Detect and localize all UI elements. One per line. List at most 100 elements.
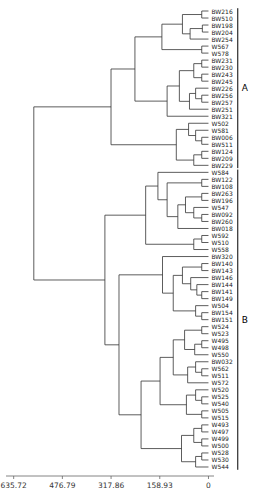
merge-link [196,130,209,141]
merge-link [182,435,196,461]
leaf-label: BW216 [211,8,232,15]
merge-link [202,137,209,144]
merge-link [194,155,209,166]
leaf-label: BW198 [211,22,232,29]
leaf-label: BW231 [211,57,232,64]
leaf-label: W525 [211,393,229,400]
leaf-labels: BW216BW510BW198BW204BW254W567W578BW231BW… [211,8,232,471]
group-label: B [242,315,248,325]
leaf-label: BW144 [211,281,232,288]
merge-link [202,411,209,418]
merge-link [202,11,209,18]
leaf-label: BW257 [211,99,232,106]
merge-link [173,275,195,311]
merge-link [178,205,209,229]
leaf-label: BW146 [211,274,232,281]
merge-link [195,344,209,355]
merge-link [202,60,209,67]
leaf-label: W584 [211,169,229,176]
leaf-label: W502 [211,120,229,127]
merge-link [141,381,181,449]
merge-link [202,46,209,53]
leaf-label: W550 [211,351,229,358]
leaf-label: BW321 [211,113,232,120]
leaf-label: BW143 [211,267,232,274]
merge-link [202,264,209,271]
leaf-label: BW141 [211,288,232,295]
leaf-label: BW154 [211,309,232,316]
merge-link [34,107,111,280]
merge-link [202,425,209,432]
merge-link [202,25,208,32]
merge-link [202,397,209,404]
merge-link [196,88,209,99]
leaf-label: BW251 [211,106,232,113]
merge-link [185,330,202,349]
leaf-label: BW204 [211,29,232,36]
merge-link [196,456,209,467]
leaf-label: BW151 [211,316,232,323]
merge-link [196,306,209,317]
leaf-label: BW006 [211,134,232,141]
leaf-label: BW124 [211,148,232,155]
leaf-label: W493 [211,421,229,428]
merge-link [190,29,208,40]
merge-link [202,193,209,200]
leaf-label: BW226 [211,85,232,92]
leaf-label: W558 [211,246,229,253]
leaf-label: W567 [211,43,229,50]
merge-link [111,69,176,145]
merge-link [146,186,194,244]
leaf-label: W520 [211,386,229,393]
leaf-label: W547 [211,204,229,211]
leaf-label: W511 [211,372,229,379]
dendrogram-chart: BW216BW510BW198BW204BW254W567W578BW231BW… [0,0,277,500]
tick-label: 476.79 [49,481,75,490]
tick-mark [62,476,63,479]
merge-link [158,172,209,199]
merge-link [167,86,208,116]
tick-mark [159,476,160,479]
merge-link [202,313,209,320]
leaf-label: BW320 [211,253,232,260]
leaf-label: BW243 [211,71,232,78]
merge-link [185,197,201,213]
leaf-label: BW256 [211,92,232,99]
leaf-label: BW510 [211,15,232,22]
leaf-label: W499 [211,435,229,442]
merge-link [173,340,187,375]
merge-link [202,439,209,446]
leaf-label: BW209 [211,155,232,162]
leaf-label: W562 [211,365,229,372]
leaf-label: BW254 [211,36,232,43]
merge-link [202,369,209,376]
leaf-label: W495 [211,337,229,344]
merge-link [194,64,202,78]
leaf-label: BW018 [211,225,232,232]
leaf-label: W500 [211,442,229,449]
group-label: A [242,83,249,93]
merge-link [182,267,201,284]
merge-link [194,239,209,250]
merge-link [202,74,209,81]
merge-link [189,123,209,135]
leaf-label: W524 [211,323,229,330]
tick-mark [111,476,112,479]
merge-link [202,95,209,102]
merge-link [202,327,209,334]
leaf-label: W544 [211,463,229,470]
merge-link [202,341,209,348]
leaf-label: BW230 [211,64,232,71]
leaf-label: BW122 [211,176,232,183]
merge-link [186,395,201,414]
leaf-label: W497 [211,428,229,435]
merge-link [202,453,209,460]
leaf-label: BW511 [211,141,232,148]
leaf-label: W505 [211,407,229,414]
leaf-label: W572 [211,379,229,386]
leaf-label: W581 [211,127,229,134]
tick-mark [13,476,14,479]
merge-link [196,390,209,401]
merge-link [196,362,209,373]
leaf-label: W515 [211,414,229,421]
